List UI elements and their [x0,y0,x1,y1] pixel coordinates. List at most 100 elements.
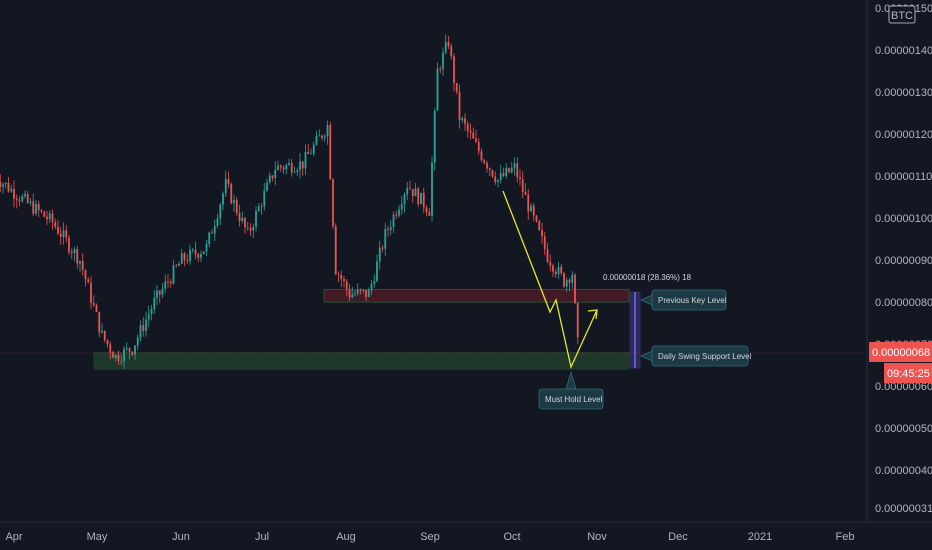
time-axis[interactable]: Apr May Jun Jul Aug Sep Oct Nov Dec 2021 Feb [5,531,854,543]
candle-body [398,209,400,216]
candle-body [285,164,288,170]
projection-arrow[interactable] [502,190,598,370]
candle-body [576,302,579,338]
candle-body [546,249,549,262]
candle-body [15,198,18,200]
candle-body [365,289,367,297]
symbol-badge[interactable]: BTC [891,10,913,22]
candle-body [442,52,444,70]
candle-body [255,211,257,227]
candle-body [213,225,216,234]
candle-body [101,330,103,333]
candle-body [359,289,362,291]
candle-body [381,247,384,249]
candle-body [180,253,183,264]
candle-body [51,213,54,223]
candle-body [178,263,180,266]
candle-body [92,302,95,306]
must-hold-level-callout[interactable]: Must Hold Level [538,370,604,410]
candle-body [120,361,123,362]
candle-body [117,354,120,362]
candle-body [524,191,527,195]
price-tick-label: 0.00000050 [875,423,932,435]
candle-body [326,125,329,137]
candle-body [98,311,101,333]
countdown-tag [884,363,932,383]
time-tick-label: Jul [255,531,269,543]
candle-body [84,270,87,280]
candles-layer [0,34,579,370]
candle-body [205,243,208,252]
candle-body [433,110,436,163]
candle-body [90,282,92,303]
measure-label: 0.00000018 (28.36%) 18 [603,273,692,282]
daily-swing-support-callout[interactable]: Daily Swing Support Level [640,345,752,367]
candle-body [488,168,491,171]
candle-body [2,184,4,187]
candle-body [79,260,81,264]
candle-body [136,337,139,346]
candle-body [244,218,246,228]
candle-body [29,201,32,203]
candle-body [304,151,307,169]
price-tick-label: 0.00000031 [875,503,932,515]
candle-body [571,274,574,283]
daily-swing-support-zone[interactable] [93,352,630,370]
candle-body [260,206,263,208]
candle-body [37,204,40,211]
time-tick-label: Jun [172,531,190,543]
candle-body [54,222,57,227]
candle-body [543,236,546,250]
candle-body [266,182,268,191]
candle-body [409,188,411,190]
candle-body [417,188,420,205]
candle-body [288,163,290,165]
candle-body [4,182,7,185]
price-tick-label: 0.00000090 [875,255,932,267]
candle-body [535,215,538,221]
candle-body [310,153,312,155]
candle-body [48,213,51,220]
previous-key-level-zone[interactable] [323,289,630,303]
candle-body [447,42,450,47]
candle-body [356,289,359,294]
candle-body [345,281,348,290]
candle-body [224,178,227,194]
current-price-label: 0.00000068 [872,347,930,359]
candle-body [246,227,249,229]
time-tick-label: Feb [836,531,855,543]
candle-body [521,179,524,192]
candle-body [197,254,200,258]
candle-body [392,214,395,228]
candle-body [530,205,532,212]
previous-key-level-callout[interactable]: Previous Key Level [640,289,727,311]
candle-body [541,229,543,237]
candle-body [499,173,502,181]
price-tick-label: 0.00000140 [875,45,932,57]
price-tick-label: 0.00000120 [875,129,932,141]
candle-body [43,211,46,217]
candle-body [554,271,557,275]
candle-body [216,218,219,226]
candle-body [466,123,469,131]
must-hold-level-callout-box [538,388,604,410]
candle-body [263,190,266,207]
candle-body [208,232,211,244]
time-tick-label: Nov [587,531,607,543]
candle-body [172,265,175,284]
candle-body [211,232,213,234]
candle-body [439,68,442,70]
candle-body [337,274,340,275]
candle-body [123,349,125,362]
candle-body [568,279,571,283]
candle-body [156,290,158,298]
candle-body [343,279,345,282]
previous-key-level-callout-box [651,289,727,311]
candle-body [519,177,521,180]
candle-body [527,194,530,212]
candle-body [444,42,447,53]
candle-body [57,226,59,234]
time-tick-label: May [87,531,108,543]
candle-body [233,200,235,204]
